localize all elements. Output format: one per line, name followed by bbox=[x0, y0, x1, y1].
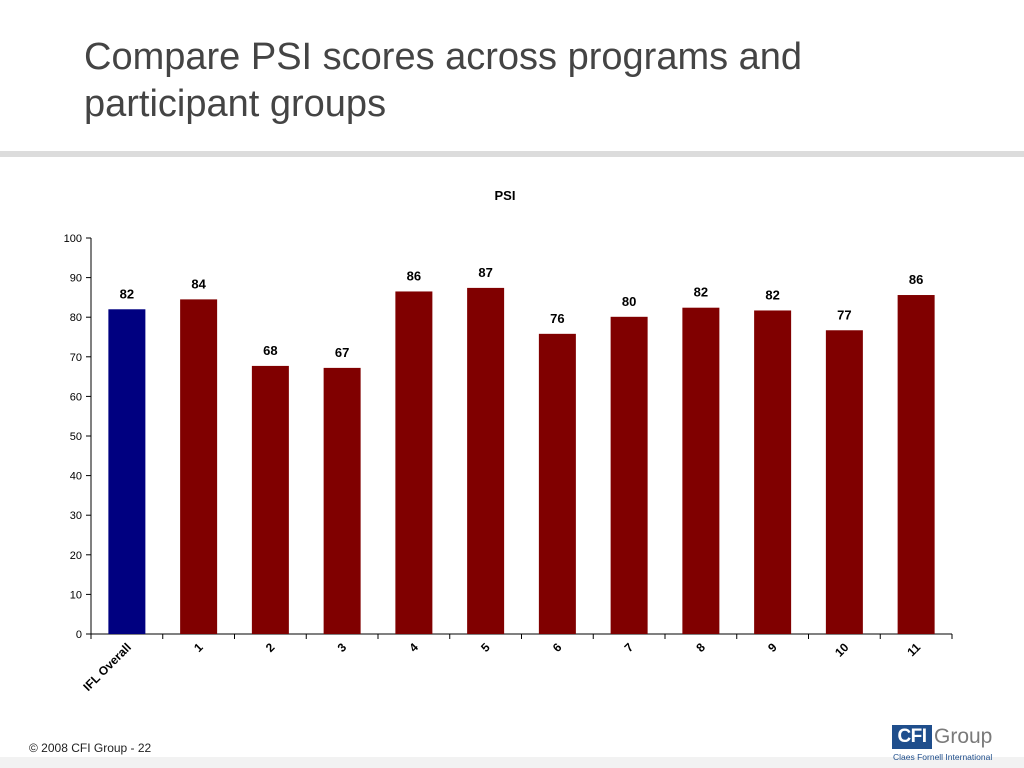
y-tick-label: 0 bbox=[76, 629, 82, 641]
x-tick-label: 3 bbox=[335, 640, 350, 655]
data-label: 82 bbox=[765, 287, 779, 302]
x-tick-label: 5 bbox=[478, 640, 493, 655]
footer-copyright: © 2008 CFI Group - 22 bbox=[29, 741, 152, 755]
data-label: 80 bbox=[622, 294, 636, 309]
data-label: 67 bbox=[335, 345, 349, 360]
x-tick-labels: IFL Overall 1 2 3 4 5 6 7 8 9 10 11 bbox=[80, 640, 923, 694]
x-tick-label: 9 bbox=[765, 640, 780, 655]
y-tick-label: 10 bbox=[70, 589, 82, 601]
bar-7 bbox=[610, 316, 648, 634]
bar-5 bbox=[467, 287, 505, 634]
title-divider bbox=[0, 151, 1024, 157]
bar-1 bbox=[180, 299, 218, 634]
logo-mark: CFI bbox=[892, 725, 932, 749]
data-label: 82 bbox=[694, 285, 708, 300]
y-tick-label: 30 bbox=[70, 510, 82, 522]
slide-title: Compare PSI scores across programs and p… bbox=[84, 36, 803, 125]
y-tick-label: 40 bbox=[70, 471, 82, 483]
data-labels: 82 84 68 67 86 87 76 80 82 82 77 86 bbox=[120, 265, 924, 360]
x-tick-label: 8 bbox=[693, 640, 708, 655]
bar-2 bbox=[251, 365, 289, 634]
y-tick-label: 80 bbox=[70, 312, 82, 324]
data-label: 82 bbox=[120, 286, 134, 301]
x-tick-label: 10 bbox=[832, 640, 852, 660]
bar-3 bbox=[323, 367, 361, 634]
x-tick-label: 11 bbox=[904, 640, 923, 659]
y-axis: 0 10 20 30 40 50 60 70 80 90 100 bbox=[64, 233, 92, 641]
data-label: 84 bbox=[191, 276, 206, 291]
x-tick-label: 2 bbox=[263, 640, 278, 655]
bar-11 bbox=[897, 295, 935, 634]
cfi-group-logo: CFI Group Claes Fornell International bbox=[892, 725, 1012, 765]
bar-8 bbox=[682, 307, 720, 634]
x-tick-label: 1 bbox=[191, 640, 206, 655]
bars bbox=[108, 287, 935, 634]
y-tick-label: 100 bbox=[64, 233, 82, 245]
x-tick-label: 7 bbox=[622, 640, 637, 655]
logo-word: Group bbox=[934, 725, 993, 748]
y-tick-label: 70 bbox=[70, 352, 82, 364]
bar-9 bbox=[754, 310, 792, 634]
bar-6 bbox=[538, 333, 576, 634]
x-tick-label: IFL Overall bbox=[80, 640, 134, 694]
data-label: 87 bbox=[478, 265, 492, 280]
bar-4 bbox=[395, 291, 433, 634]
data-label: 76 bbox=[550, 311, 564, 326]
data-label: 86 bbox=[909, 272, 923, 287]
bar-ifl-overall bbox=[108, 309, 146, 634]
bar-10 bbox=[825, 330, 863, 634]
y-tick-label: 20 bbox=[70, 550, 82, 562]
x-tick-label: 4 bbox=[406, 640, 421, 655]
y-tick-label: 50 bbox=[70, 431, 82, 443]
y-tick-label: 90 bbox=[70, 273, 82, 285]
chart-title: PSI bbox=[495, 188, 516, 203]
footer-divider bbox=[0, 757, 1024, 768]
data-label: 68 bbox=[263, 343, 277, 358]
y-tick-label: 60 bbox=[70, 391, 82, 403]
data-label: 86 bbox=[407, 268, 421, 283]
x-tick-label: 6 bbox=[550, 640, 565, 655]
x-axis bbox=[90, 633, 953, 639]
logo-tagline: Claes Fornell International bbox=[893, 752, 993, 762]
data-label: 77 bbox=[837, 307, 851, 322]
